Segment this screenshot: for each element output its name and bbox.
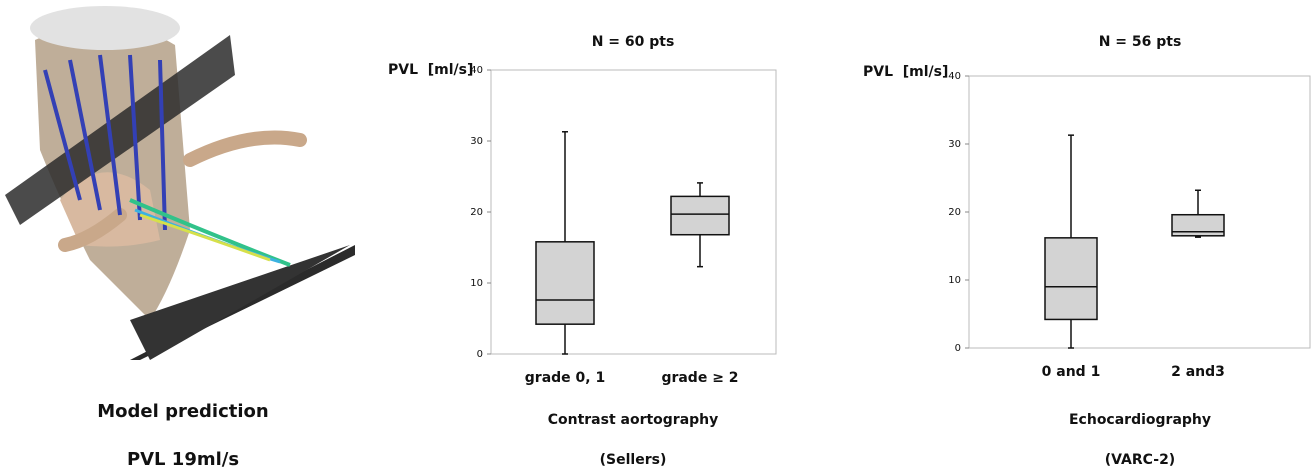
model-illustration bbox=[5, 6, 355, 360]
y-tick-label: 20 bbox=[470, 207, 483, 218]
x-axis-label: Contrast aortography bbox=[548, 412, 719, 428]
x-tick-label: 0 and 1 bbox=[1042, 364, 1101, 380]
plot-frame bbox=[968, 75, 1311, 349]
y-tick-label: 10 bbox=[948, 275, 961, 286]
model-result: PVL 19ml/s bbox=[127, 449, 239, 469]
y-axis-label: PVL [ml/s] bbox=[388, 62, 473, 78]
chart-title: N = 60 pts bbox=[592, 34, 675, 50]
box bbox=[670, 195, 730, 236]
y-tick-label: 0 bbox=[477, 349, 483, 360]
y-tick-label: 30 bbox=[470, 136, 483, 147]
x-tick-label: grade ≥ 2 bbox=[661, 370, 738, 386]
x-tick-label: grade 0, 1 bbox=[525, 370, 605, 386]
model-caption: Model prediction bbox=[97, 401, 268, 422]
box bbox=[535, 241, 595, 325]
x-axis-label: (Sellers) bbox=[600, 452, 667, 468]
x-axis-label: (VARC-2) bbox=[1105, 452, 1175, 468]
y-tick-label: 0 bbox=[955, 343, 961, 354]
y-tick-label: 40 bbox=[470, 65, 483, 76]
y-axis-label: PVL [ml/s] bbox=[863, 64, 948, 80]
box bbox=[1171, 213, 1225, 237]
y-tick-label: 20 bbox=[948, 207, 961, 218]
x-axis-label: Echocardiography bbox=[1069, 412, 1211, 428]
y-tick-label: 30 bbox=[948, 139, 961, 150]
chart-title: N = 56 pts bbox=[1099, 34, 1182, 50]
plot-frame bbox=[490, 69, 777, 355]
box bbox=[1044, 237, 1098, 321]
y-tick-label: 10 bbox=[470, 278, 483, 289]
y-tick-label: 40 bbox=[948, 71, 961, 82]
x-tick-label: 2 and3 bbox=[1171, 364, 1225, 380]
